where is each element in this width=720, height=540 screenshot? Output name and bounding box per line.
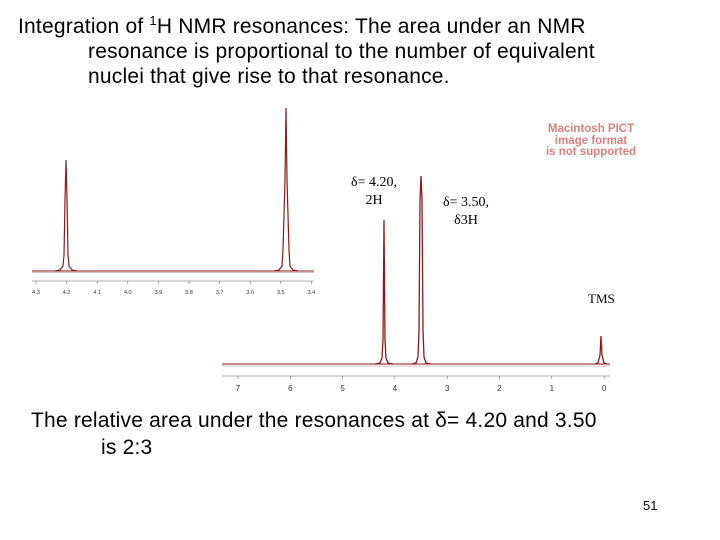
inset-axis-tick-label: 3.5 xyxy=(277,290,285,296)
main-axis-tick-label: 7 xyxy=(236,384,241,393)
inset-axis-tick-label: 4.2 xyxy=(63,290,71,296)
main-peak-tms xyxy=(594,335,608,365)
inset-peak-ch3 xyxy=(273,107,299,272)
inset-axis-tick-label: 3.6 xyxy=(246,290,254,296)
main-peak-ch2 xyxy=(374,219,394,365)
main-axis-tick-label: 1 xyxy=(550,384,555,393)
inset-axis-ticks: 4.3 4.2 4.1 4.0 3.9 3.8 3.7 3.6 3.5 3.4 xyxy=(32,281,315,296)
title-superscript: 1 xyxy=(149,13,157,28)
peak-label-ch3: δ= 3.50, δ3H xyxy=(436,194,496,230)
peak-label-ch2-count: 2H xyxy=(365,193,383,208)
conclusion-line-1: The relative area under the resonances a… xyxy=(31,409,597,432)
conclusion-line-2: is 2:3 xyxy=(101,436,153,459)
inset-axis-tick-label: 3.8 xyxy=(185,290,193,296)
peak-label-ch3-shift: δ= 3.50, xyxy=(443,195,489,210)
main-spectrum: 7 6 5 4 3 2 1 0 xyxy=(222,175,610,393)
main-axis-tick-label: 3 xyxy=(445,384,450,393)
inset-axis-tick-label: 4.3 xyxy=(32,290,40,296)
pict-line-2: image format xyxy=(554,134,628,147)
pict-unsupported-placeholder: Macintosh PICT image format is not suppo… xyxy=(527,123,655,160)
inset-axis-tick-label: 3.4 xyxy=(308,290,316,296)
inset-axis-tick-label: 4.0 xyxy=(124,290,132,296)
slide-title: Integration of 1H NMR resonances: The ar… xyxy=(18,8,698,89)
title-text-a: Integration of xyxy=(18,15,150,38)
main-axis-tick-label: 6 xyxy=(288,384,293,393)
title-text-b: H NMR resonances: The area under an NMR xyxy=(156,15,586,38)
inset-axis-tick-label: 3.7 xyxy=(216,290,224,296)
inset-spectrum: 4.3 4.2 4.1 4.0 3.9 3.8 3.7 3.6 3.5 3.4 xyxy=(32,107,315,296)
peak-label-ch3-count: δ3H xyxy=(454,213,478,228)
main-axis-tick-label: 2 xyxy=(497,384,502,393)
inset-peak-ch2 xyxy=(54,159,78,272)
inset-axis-tick-label: 4.1 xyxy=(93,290,101,296)
pict-line-3: is not supported xyxy=(545,146,637,158)
main-axis-tick-label: 4 xyxy=(393,384,398,393)
main-axis-tick-label: 5 xyxy=(340,384,345,393)
peak-label-tms: TMS xyxy=(588,291,615,306)
main-peak-ch3 xyxy=(411,175,432,365)
title-line-1: Integration of 1H NMR resonances: The ar… xyxy=(18,8,698,39)
main-axis-tick-label: 0 xyxy=(602,384,607,393)
inset-axis-tick-label: 3.9 xyxy=(155,290,163,296)
peak-label-ch2-shift: δ= 4.20, xyxy=(351,175,397,190)
title-line-3: nuclei that give rise to that resonance. xyxy=(88,65,450,88)
title-line-2: resonance is proportional to the number … xyxy=(88,40,595,63)
main-axis-ticks: 7 6 5 4 3 2 1 0 xyxy=(236,376,607,393)
page-number: 51 xyxy=(643,498,658,513)
pict-line-1: Macintosh PICT xyxy=(547,123,635,135)
peak-label-ch2: δ= 4.20, 2H xyxy=(345,174,403,210)
conclusion-text: The relative area under the resonances a… xyxy=(31,407,711,461)
